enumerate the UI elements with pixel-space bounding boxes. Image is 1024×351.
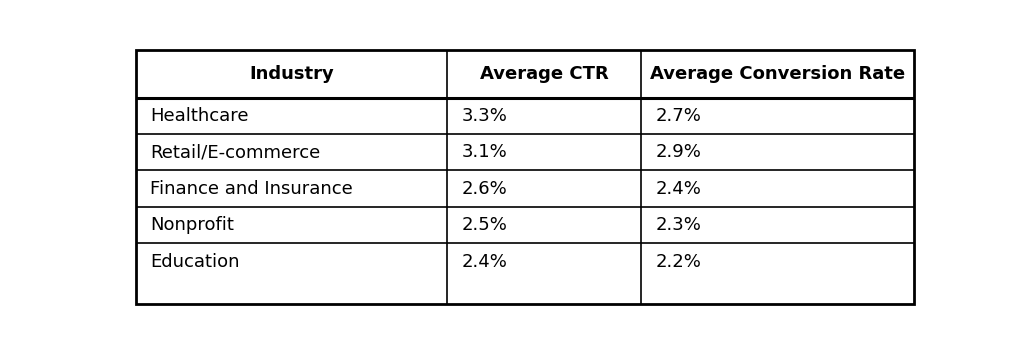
Text: Education: Education bbox=[151, 253, 240, 271]
Text: Average CTR: Average CTR bbox=[480, 65, 608, 83]
Text: 3.3%: 3.3% bbox=[462, 107, 507, 125]
Text: 2.7%: 2.7% bbox=[655, 107, 701, 125]
Text: 2.2%: 2.2% bbox=[655, 253, 701, 271]
Text: Nonprofit: Nonprofit bbox=[151, 216, 234, 234]
Text: 2.4%: 2.4% bbox=[655, 180, 701, 198]
Text: 2.5%: 2.5% bbox=[462, 216, 507, 234]
Text: Finance and Insurance: Finance and Insurance bbox=[151, 180, 353, 198]
Text: 2.4%: 2.4% bbox=[462, 253, 507, 271]
Text: Industry: Industry bbox=[249, 65, 334, 83]
Text: Retail/E-commerce: Retail/E-commerce bbox=[151, 143, 321, 161]
Text: Average Conversion Rate: Average Conversion Rate bbox=[650, 65, 905, 83]
Text: 2.6%: 2.6% bbox=[462, 180, 507, 198]
Text: Healthcare: Healthcare bbox=[151, 107, 249, 125]
Text: 2.3%: 2.3% bbox=[655, 216, 701, 234]
Text: 3.1%: 3.1% bbox=[462, 143, 507, 161]
Text: 2.9%: 2.9% bbox=[655, 143, 701, 161]
